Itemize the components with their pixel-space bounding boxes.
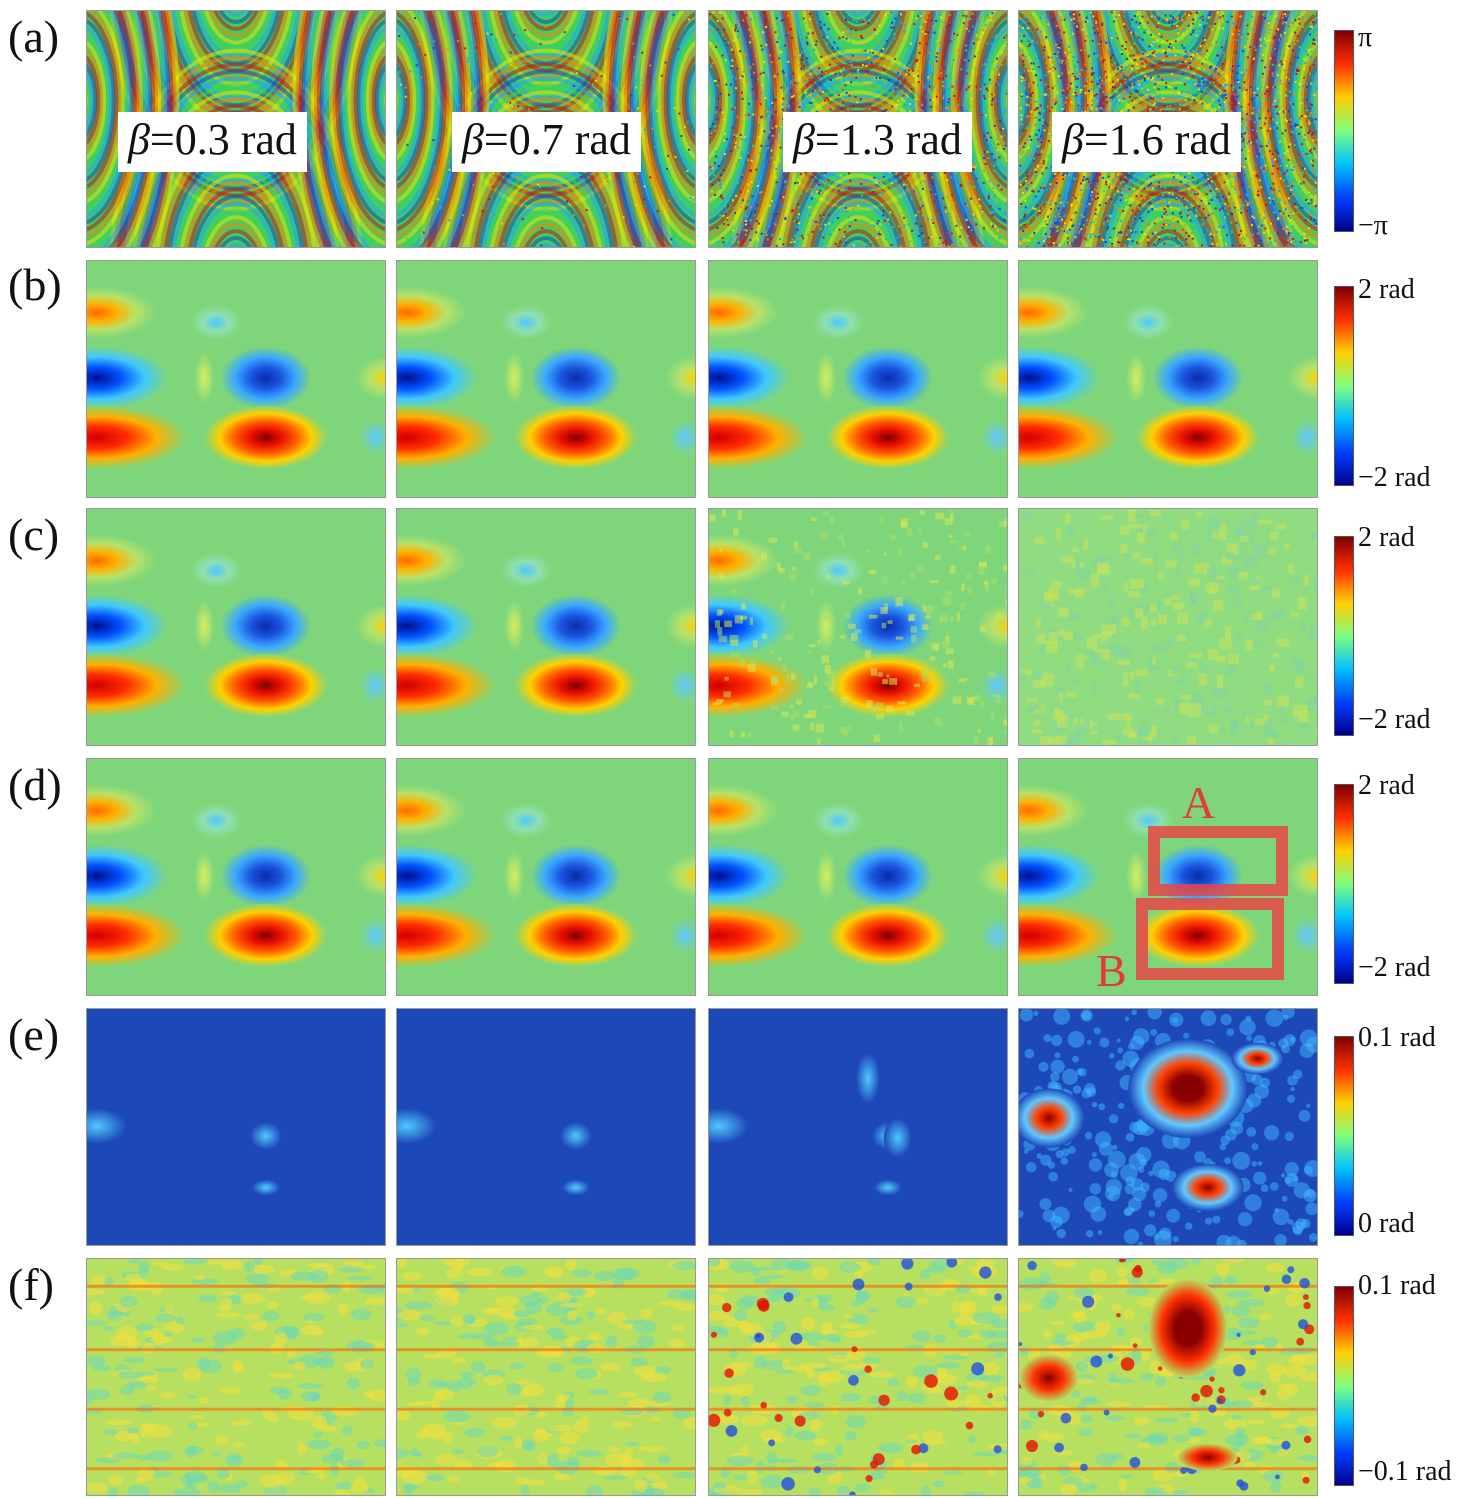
panel-b-1-image (87, 261, 385, 497)
panel-f-3 (708, 1258, 1008, 1496)
row-label-b: (b) (8, 259, 62, 310)
panel-c-4 (1018, 508, 1318, 746)
roi-box-a (1148, 826, 1288, 896)
panel-b-2 (396, 260, 696, 498)
panel-b-4 (1018, 260, 1318, 498)
panel-d-3-image (709, 759, 1007, 995)
panel-b-2-image (397, 261, 695, 497)
row-label-c: (c) (8, 509, 60, 560)
panel-c-2-image (397, 509, 695, 745)
panel-c-2 (396, 508, 696, 746)
panel-d-1-image (87, 759, 385, 995)
panel-b-1 (86, 260, 386, 498)
panel-e-4-image (1019, 1009, 1317, 1245)
beta-value-3: =1.3 rad (814, 115, 962, 164)
panel-e-2 (396, 1008, 696, 1246)
colorbar-f-min: −0.1 rad (1358, 1456, 1452, 1487)
panel-c-3-image (709, 509, 1007, 745)
beta-symbol: β (462, 115, 484, 164)
panel-f-4-image (1019, 1259, 1317, 1495)
beta-label-3: β=1.3 rad (783, 112, 972, 172)
roi-label-a: A (1182, 777, 1216, 828)
panel-c-4-image (1019, 509, 1317, 745)
colorbar-b-max: 2 rad (1358, 274, 1415, 305)
panel-e-3 (708, 1008, 1008, 1246)
panel-c-3 (708, 508, 1008, 746)
beta-value-1: =0.3 rad (149, 115, 297, 164)
beta-label-2: β=0.7 rad (452, 112, 641, 172)
colorbar-f-max: 0.1 rad (1358, 1270, 1436, 1301)
beta-symbol: β (793, 115, 815, 164)
panel-b-3 (708, 260, 1008, 498)
panel-f-2-image (397, 1259, 695, 1495)
row-label-e: (e) (8, 1009, 60, 1060)
row-label-f: (f) (8, 1259, 54, 1310)
colorbar-d (1334, 784, 1354, 984)
beta-value-4: =1.6 rad (1083, 115, 1231, 164)
beta-label-1: β=0.3 rad (118, 112, 307, 172)
row-label-d: (d) (8, 759, 62, 810)
colorbar-f (1334, 1286, 1354, 1486)
panel-e-1 (86, 1008, 386, 1246)
colorbar-c-min: −2 rad (1358, 704, 1431, 735)
colorbar-a-min: −π (1358, 210, 1388, 241)
panel-f-3-image (709, 1259, 1007, 1495)
colorbar-d-max: 2 rad (1358, 770, 1415, 801)
panel-c-1-image (87, 509, 385, 745)
panel-b-4-image (1019, 261, 1317, 497)
row-label-a: (a) (8, 11, 60, 62)
beta-symbol: β (128, 115, 150, 164)
colorbar-e-min: 0 rad (1358, 1208, 1415, 1239)
panel-c-1 (86, 508, 386, 746)
panel-f-4 (1018, 1258, 1318, 1496)
panel-e-1-image (87, 1009, 385, 1245)
panel-d-1 (86, 758, 386, 996)
panel-d-4-image (1019, 759, 1317, 995)
panel-b-3-image (709, 261, 1007, 497)
panel-d-4 (1018, 758, 1318, 996)
colorbar-e (1334, 1036, 1354, 1236)
panel-f-1-image (87, 1259, 385, 1495)
colorbar-d-min: −2 rad (1358, 952, 1431, 983)
panel-e-3-image (709, 1009, 1007, 1245)
colorbar-c (1334, 536, 1354, 736)
colorbar-e-max: 0.1 rad (1358, 1022, 1436, 1053)
panel-e-4 (1018, 1008, 1318, 1246)
panel-d-2 (396, 758, 696, 996)
panel-d-2-image (397, 759, 695, 995)
panel-d-3 (708, 758, 1008, 996)
roi-label-b: B (1096, 945, 1127, 996)
beta-label-4: β=1.6 rad (1052, 112, 1241, 172)
colorbar-b (1334, 286, 1354, 486)
roi-box-b (1136, 898, 1284, 980)
panel-e-2-image (397, 1009, 695, 1245)
beta-symbol: β (1062, 115, 1084, 164)
panel-f-2 (396, 1258, 696, 1496)
colorbar-a (1334, 30, 1354, 232)
panel-f-1 (86, 1258, 386, 1496)
colorbar-b-min: −2 rad (1358, 462, 1431, 493)
beta-value-2: =0.7 rad (483, 115, 631, 164)
colorbar-c-max: 2 rad (1358, 522, 1415, 553)
colorbar-a-max: π (1358, 22, 1373, 53)
